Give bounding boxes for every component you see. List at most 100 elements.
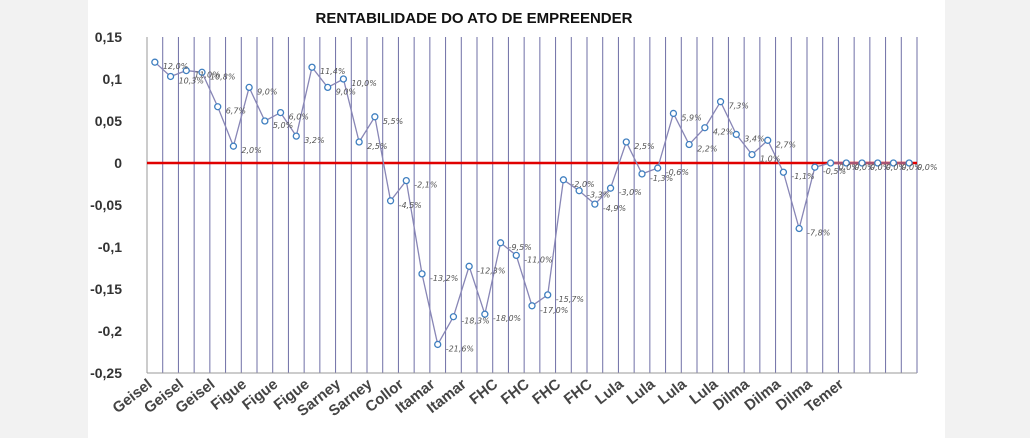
data-point — [512, 251, 520, 260]
y-tick-label: -0,05 — [90, 197, 122, 213]
x-tick-label: Lula — [655, 375, 690, 408]
data-label: -11,0% — [524, 255, 552, 264]
y-tick-label: -0,2 — [98, 323, 122, 339]
y-tick-label: 0,05 — [95, 113, 122, 129]
data-point — [701, 124, 709, 132]
data-point — [544, 291, 552, 299]
data-point — [198, 68, 206, 76]
vertical-grid — [146, 37, 918, 373]
data-label: 12,0% — [163, 62, 188, 71]
data-label: 11,4% — [320, 67, 345, 76]
data-label: -13,2% — [430, 274, 458, 283]
data-label: -15,7% — [556, 295, 584, 304]
x-tick-label: FHC — [561, 376, 596, 408]
data-label: -4,9% — [603, 204, 626, 213]
data-label: 5,5% — [383, 117, 403, 126]
data-label: 10,8% — [210, 72, 235, 81]
y-tick-label: -0,15 — [90, 281, 122, 297]
data-point — [591, 200, 599, 208]
series-line — [154, 61, 910, 347]
data-point — [386, 197, 395, 205]
data-point — [748, 150, 756, 159]
data-point — [622, 138, 630, 146]
x-tick-label: Lula — [624, 375, 659, 408]
x-tick-label: FHC — [498, 376, 533, 408]
y-tick-label: 0,1 — [103, 71, 123, 87]
data-label: 0,0% — [854, 163, 874, 172]
data-label: -1,3% — [650, 174, 673, 183]
data-point — [339, 75, 348, 83]
data-point — [434, 340, 442, 349]
data-point — [229, 142, 238, 150]
data-label: 0,0% — [870, 163, 890, 172]
data-point — [292, 132, 300, 140]
data-label: -0,6% — [666, 168, 689, 177]
y-tick-label: -0,25 — [90, 365, 122, 381]
data-point — [732, 130, 740, 139]
data-label: 9,0% — [336, 87, 356, 96]
data-point — [261, 117, 269, 125]
data-point — [889, 159, 898, 167]
data-point — [764, 136, 772, 144]
data-point — [559, 176, 568, 184]
data-label: 10,3% — [179, 76, 204, 85]
data-point — [182, 66, 190, 75]
data-point — [402, 176, 410, 185]
data-label: 2,5% — [634, 142, 654, 151]
data-label: 3,4% — [744, 134, 764, 143]
data-point — [276, 108, 285, 117]
data-label: 2,0% — [241, 146, 261, 155]
data-label: -2,1% — [414, 181, 437, 190]
data-label: -3,3% — [587, 191, 610, 200]
data-label: -2,0% — [571, 180, 594, 189]
data-point — [528, 302, 536, 310]
data-label: 2,7% — [776, 140, 796, 149]
data-label: 5,0% — [273, 121, 293, 130]
data-label: -18,3% — [461, 317, 489, 326]
x-tick-label: FHC — [529, 376, 564, 408]
data-label: -21,6% — [446, 344, 474, 353]
data-point — [716, 98, 725, 106]
chart-title: RENTABILIDADE DO ATO DE EMPREENDER — [316, 10, 633, 27]
data-point — [575, 187, 583, 195]
x-tick-label: Figue — [239, 376, 281, 414]
data-point — [858, 159, 866, 167]
data-label: 3,2% — [304, 136, 324, 145]
chart-panel: 12,0% 10,3% 11,0% 10,8% 6,7% 2,0% 9,0% 5,0% 6,0%… — [88, 0, 945, 438]
data-point — [779, 168, 788, 176]
data-label: 10,0% — [351, 79, 376, 88]
data-point — [371, 113, 379, 121]
x-tick-label: FHC — [466, 376, 501, 408]
data-label: 0,0% — [886, 163, 906, 172]
data-label: 0,0% — [901, 163, 921, 172]
data-label: -7,8% — [807, 229, 830, 238]
x-tick-label: Figue — [208, 376, 250, 414]
data-label: 4,2% — [713, 128, 733, 137]
data-point — [166, 72, 175, 81]
data-point — [308, 63, 316, 71]
data-point — [905, 159, 913, 167]
x-tick-labels: GeiselGeiselGeiselFigueFigueFigueSarneyS… — [110, 375, 847, 420]
y-tick-label: -0,1 — [98, 239, 122, 255]
data-point — [826, 159, 835, 167]
data-point — [811, 163, 819, 171]
data-point — [842, 159, 850, 167]
data-label: -0,5% — [823, 167, 846, 176]
data-label: 0,0% — [839, 163, 859, 172]
data-label: 9,0% — [257, 87, 277, 96]
y-tick-label: 0 — [114, 155, 122, 171]
data-label: -12,3% — [477, 266, 505, 275]
x-tick-label: Lula — [592, 375, 627, 408]
data-label: 11,0% — [194, 71, 219, 80]
data-label: 5,9% — [681, 113, 701, 122]
axes — [146, 37, 917, 374]
data-point — [638, 170, 646, 178]
data-point — [449, 313, 458, 321]
data-label: 6,7% — [226, 107, 246, 116]
data-label: 7,3% — [729, 102, 749, 111]
data-label: -3,0% — [619, 188, 642, 197]
data-label: -1,1% — [791, 172, 814, 181]
data-point — [418, 270, 426, 278]
data-point — [245, 83, 253, 92]
data-point — [465, 262, 473, 270]
